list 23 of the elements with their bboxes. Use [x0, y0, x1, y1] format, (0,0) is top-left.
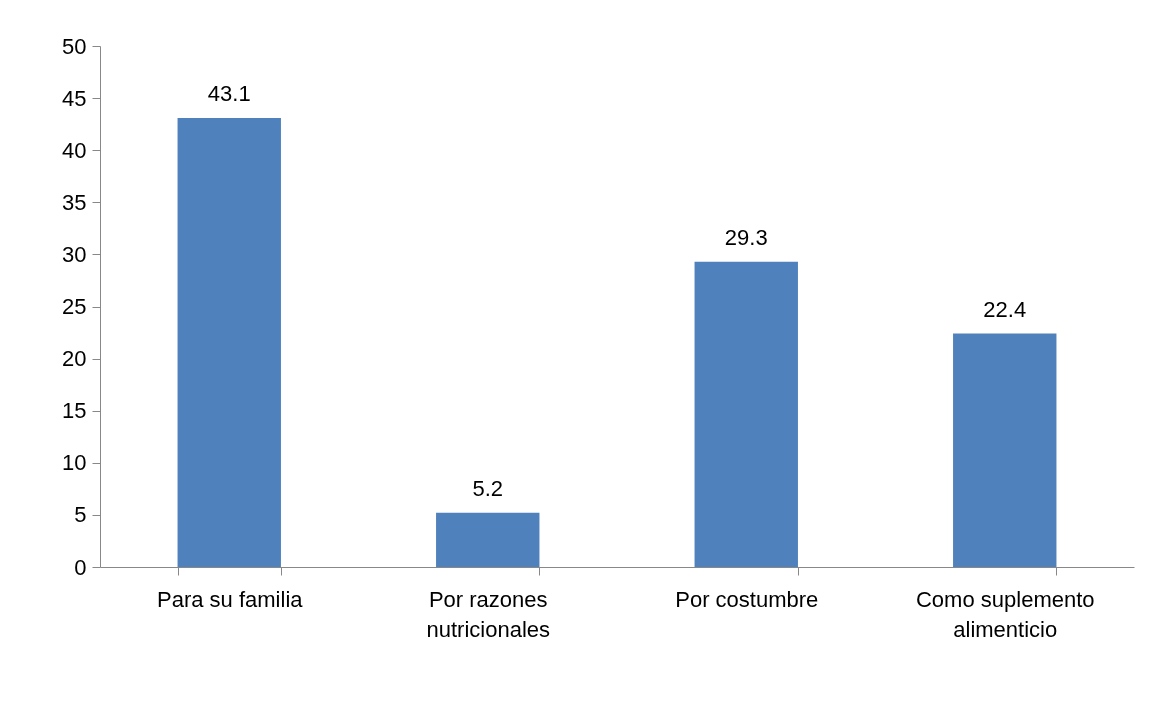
y-tick-label: 10 — [62, 450, 87, 476]
data-label: 43.1 — [207, 80, 251, 106]
data-label: 22.4 — [983, 296, 1027, 322]
bar — [177, 117, 281, 567]
data-label: 29.3 — [724, 224, 768, 250]
y-tick-label: 30 — [62, 241, 87, 267]
y-tick-label: 50 — [62, 33, 87, 59]
y-tick-label: 45 — [62, 85, 87, 111]
y-tick-label: 35 — [62, 189, 87, 215]
y-tick-label: 20 — [62, 346, 87, 372]
y-tick-label: 0 — [74, 554, 87, 580]
bar — [953, 333, 1057, 567]
bar — [694, 261, 798, 567]
x-tick-label: Por costumbre — [675, 586, 819, 612]
bar — [436, 512, 540, 567]
x-tick-label: Como suplemento alimenticio — [915, 586, 1095, 642]
y-tick-label: 5 — [74, 502, 87, 528]
y-tick-label: 25 — [62, 294, 87, 319]
data-label: 5.2 — [472, 475, 504, 501]
x-tick-label: Para su familia — [156, 586, 304, 612]
y-tick-label: 15 — [62, 398, 87, 424]
y-tick-label: 40 — [62, 137, 87, 163]
x-tick-label: Por razones nutricionales — [426, 586, 551, 642]
